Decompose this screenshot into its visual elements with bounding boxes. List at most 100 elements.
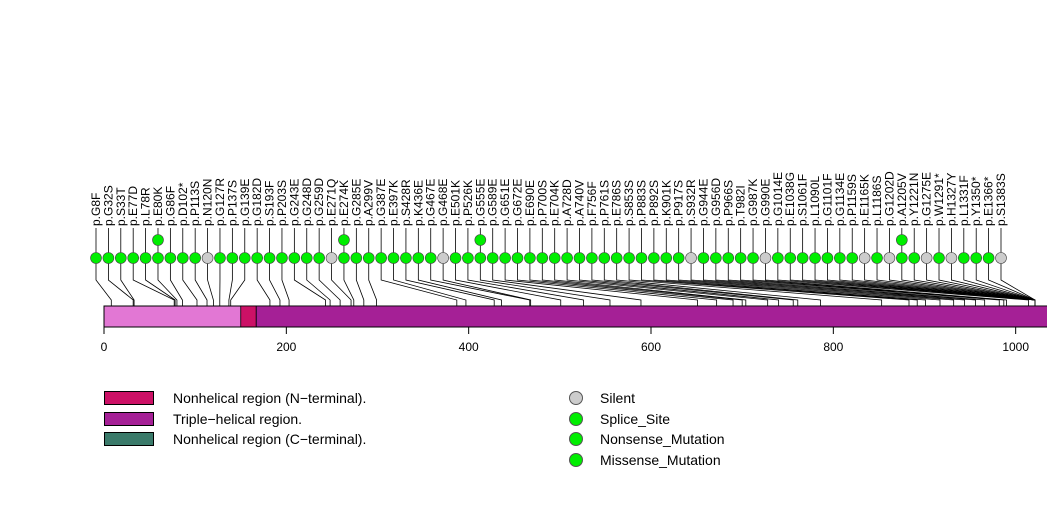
mutation-marker	[499, 252, 511, 264]
mutation-label: p.G86F	[163, 186, 177, 226]
mutation-label: p.N120N	[201, 179, 215, 226]
mutation-marker	[697, 252, 710, 264]
legend-item-type: Nonsense_Mutation	[569, 429, 725, 450]
mutation-labels: p.G8Fp.G32Sp.S33Tp.E77Dp.L78Rp.E80Kp.G86…	[89, 171, 1008, 226]
mutation-label: p.G468E	[436, 179, 450, 226]
mutation-label: p.Y1350*	[969, 176, 983, 226]
mutation-marker	[511, 252, 524, 264]
legend-item-domain: Nonhelical region (N−terminal).	[104, 388, 366, 409]
mutation-label: p.P700S	[535, 180, 549, 226]
mutation-marker	[796, 252, 809, 264]
mutation-label: p.G467E	[424, 179, 438, 226]
mutation-label: p.G589E	[486, 179, 500, 226]
mutation-marker	[139, 252, 152, 264]
mutation-marker	[648, 252, 660, 264]
mutation-label: p.G1202D	[882, 171, 896, 226]
mutation-marker	[288, 252, 301, 264]
mutation-marker	[747, 252, 759, 264]
mutation-label: p.S853S	[622, 180, 636, 226]
mutation-label: p.E786S	[610, 180, 624, 226]
mutation-marker	[387, 252, 400, 264]
mutation-marker	[896, 252, 908, 264]
mutation-marker	[821, 252, 834, 264]
mutation-marker	[561, 252, 573, 264]
mutation-label: p.A740V	[572, 180, 586, 226]
axis-tick-label: 800	[823, 340, 843, 354]
axis-tick-label: 0	[101, 340, 108, 354]
mutation-label: p.G956D	[709, 178, 723, 226]
mutation-marker	[635, 252, 648, 264]
mutation-label: p.A1205V	[895, 173, 909, 226]
legend-dot	[569, 391, 583, 406]
mutation-marker	[201, 252, 214, 264]
legend-label: Nonsense_Mutation	[600, 431, 725, 448]
mutation-marker	[325, 252, 338, 264]
mutation-label: p.G139E	[238, 179, 252, 226]
protein-bar	[103, 305, 1047, 328]
mutation-label: p.G32S	[101, 185, 115, 226]
mutation-label: p.E1366*	[982, 176, 996, 226]
mutation-label: p.G8F	[89, 193, 103, 226]
mutation-label: p.A299V	[362, 180, 376, 226]
mutation-label: p.E274K	[337, 180, 351, 226]
mutation-marker	[164, 252, 177, 264]
mutation-marker	[189, 252, 201, 264]
legend-swatch	[104, 432, 154, 447]
mutation-label: p.G944E	[696, 179, 710, 226]
mutation-label: p.F756F	[585, 181, 599, 226]
mutation-marker	[474, 252, 487, 264]
mutation-label: p.G672E	[511, 179, 525, 226]
mutation-marker	[412, 252, 425, 264]
mutation-label: p.G990E	[758, 179, 772, 226]
mutation-label: p.L78R	[139, 187, 153, 226]
mutation-label: p.E397K	[387, 180, 401, 226]
mutation-label: p.K901K	[659, 180, 673, 226]
mutation-marker	[945, 252, 958, 264]
legend-label: Silent	[600, 390, 636, 407]
mutation-type-legend: Silent Splice_Site Nonsense_Mutation Mis…	[569, 388, 725, 470]
mutation-marker	[338, 252, 350, 264]
mutation-label: p.H1327Y	[944, 173, 958, 226]
mutation-marker	[982, 252, 995, 264]
mutation-marker	[375, 252, 387, 264]
legend-swatch	[104, 391, 154, 406]
mutation-marker	[871, 252, 883, 264]
mutation-marker	[759, 252, 772, 264]
mutation-marker	[449, 252, 462, 264]
mutation-marker	[970, 252, 983, 264]
mutation-marker	[462, 252, 474, 264]
legend-swatch	[104, 411, 154, 426]
mutation-marker	[772, 252, 784, 264]
mutation-marker-stacked	[152, 234, 164, 246]
mutation-marker	[90, 252, 102, 264]
mutation-label: p.Y1221N	[907, 173, 921, 226]
mutation-marker	[908, 252, 921, 264]
mutation-marker	[846, 252, 859, 264]
mutation-marker	[883, 252, 896, 264]
axis-tick-label: 600	[641, 340, 661, 354]
mutation-marker-stacked	[338, 234, 350, 246]
mutation-marker	[586, 252, 598, 264]
mutation-label: p.S932R	[684, 179, 698, 226]
mutation-marker	[685, 252, 697, 264]
mutation-marker	[238, 252, 251, 264]
legend-item-domain: Triple−helical region.	[104, 409, 366, 430]
mutation-marker	[660, 252, 673, 264]
legend-item-type: Silent	[569, 388, 725, 409]
mutation-label: p.E690E	[523, 180, 537, 226]
legend-item-type: Splice_Site	[569, 409, 725, 430]
mutation-marker	[226, 252, 239, 264]
mutation-label: p.E1165K	[858, 174, 872, 226]
mutation-marker	[920, 252, 933, 264]
mutation-marker	[858, 252, 871, 264]
mutation-label: p.P113S	[188, 181, 202, 226]
mutation-label: p.E501K	[449, 180, 463, 226]
legend-label: Splice_Site	[600, 410, 671, 427]
mutation-label: p.G285E	[349, 179, 363, 226]
mutation-marker	[176, 252, 189, 264]
mutation-label: p.E80K	[151, 187, 165, 226]
mutation-label: p.E271Q	[325, 179, 339, 226]
mutation-label: p.S428R	[399, 179, 413, 226]
mutation-label: p.G1101F	[820, 174, 834, 226]
